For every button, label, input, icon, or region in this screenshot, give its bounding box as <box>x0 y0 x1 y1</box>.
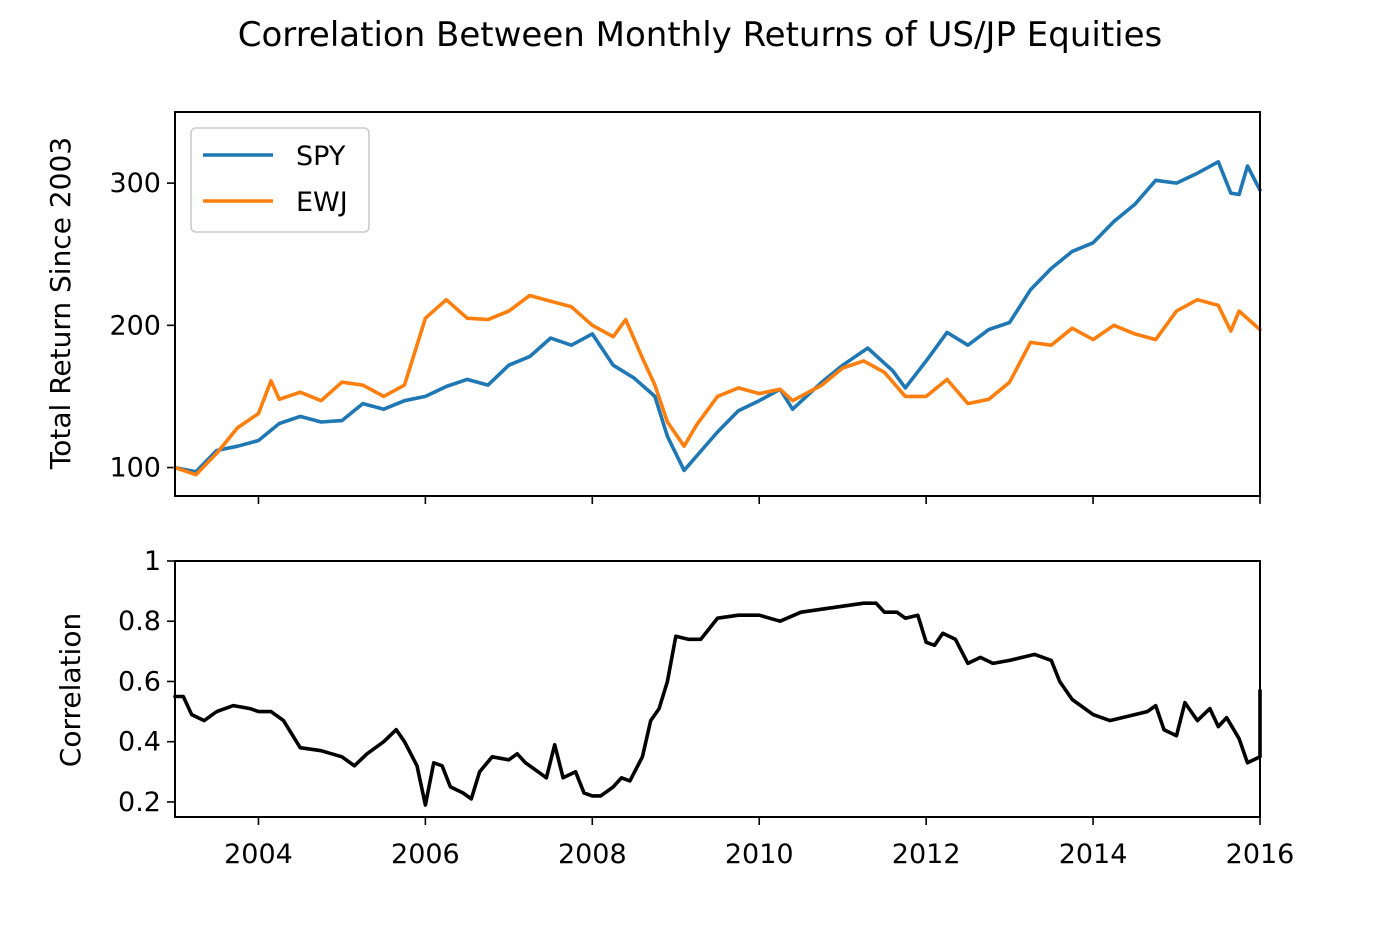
bottom-x-tick-label: 2012 <box>892 839 961 870</box>
top-x-ticks <box>257 496 1261 504</box>
bottom-x-ticks: 2004 2006 2008 2010 2012 2014 2016 <box>224 817 1294 870</box>
bottom-series-line-correlation <box>173 601 1262 807</box>
top-series-line-spy <box>173 160 1262 474</box>
bottom-y-tick-label: 1 <box>144 546 161 577</box>
bottom-y-tick-label: 0.8 <box>118 606 161 637</box>
legend-label-ewj: EWJ <box>296 187 348 218</box>
top-plot-frame <box>174 111 1261 497</box>
bottom-y-tick-label: 0.2 <box>118 787 161 818</box>
top-series-group <box>173 160 1262 477</box>
chart-title: Correlation Between Monthly Returns of U… <box>238 15 1162 55</box>
total-return-panel: Total Return Since 2003 100 200 300 SPY EW… <box>44 111 1262 504</box>
top-y-tick-label: 100 <box>109 453 161 484</box>
top-y-tick-label: 200 <box>109 310 161 341</box>
bottom-series-group <box>173 601 1262 807</box>
legend-label-spy: SPY <box>296 141 346 172</box>
top-series-line-ewj <box>173 293 1262 477</box>
bottom-x-tick-label: 2010 <box>725 839 794 870</box>
bottom-x-tick-label: 2004 <box>224 839 293 870</box>
bottom-plot-frame <box>174 560 1261 818</box>
top-y-ticks: 100 200 300 <box>109 168 175 484</box>
top-y-tick-label: 300 <box>109 168 161 199</box>
bottom-x-tick-label: 2014 <box>1059 839 1128 870</box>
top-y-axis-label: Total Return Since 2003 <box>44 137 77 470</box>
bottom-y-ticks: 0.2 0.4 0.6 0.8 1 <box>118 546 175 818</box>
bottom-x-tick-label: 2006 <box>391 839 460 870</box>
bottom-y-tick-label: 0.6 <box>118 666 161 697</box>
legend: SPY EWJ <box>190 127 370 233</box>
bottom-x-tick-label: 2008 <box>558 839 627 870</box>
correlation-panel: Correlation 0.20.40.60.81 2004 2006 2008 20… <box>54 546 1294 870</box>
bottom-x-tick-label: 2016 <box>1226 839 1295 870</box>
bottom-y-tick-label: 0.4 <box>118 727 161 758</box>
bottom-y-axis-label: Correlation <box>54 613 87 767</box>
